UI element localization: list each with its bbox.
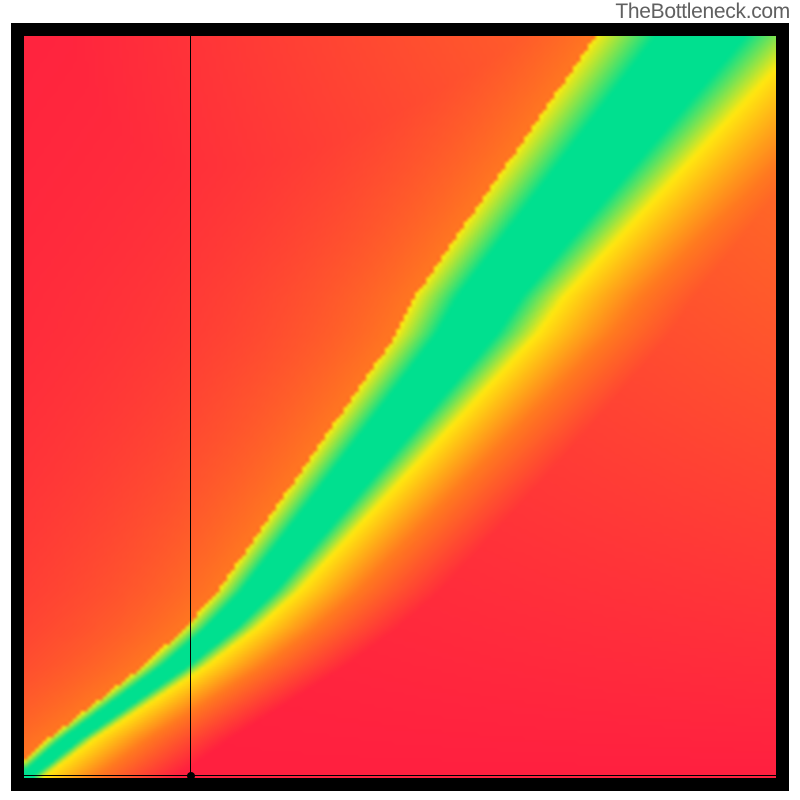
- heatmap-canvas: [24, 36, 776, 778]
- crosshair-horizontal: [24, 775, 776, 776]
- crosshair-marker: [187, 772, 195, 780]
- crosshair-vertical: [190, 36, 191, 776]
- plot-area: [11, 23, 789, 791]
- watermark-text: TheBottleneck.com: [615, 0, 790, 24]
- chart-container: TheBottleneck.com: [0, 0, 800, 800]
